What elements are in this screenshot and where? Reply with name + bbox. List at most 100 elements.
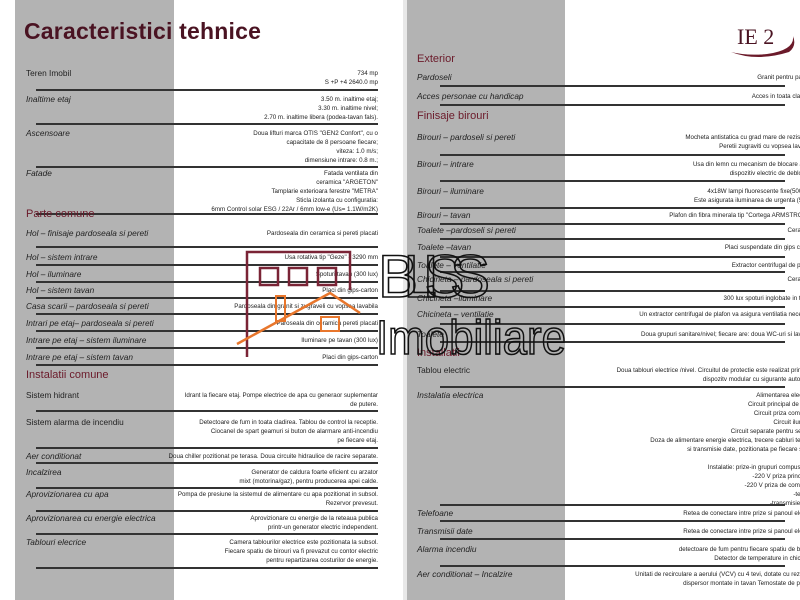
spec-value-line: Camera tablourilor electrice este poziti… [229, 539, 378, 546]
spec-value-line: pentru repartizarea costurilor de energi… [266, 557, 378, 564]
row-divider [440, 256, 785, 258]
spec-value: Idrant la fiecare etaj. Pompe electrice … [185, 391, 378, 409]
spec-value: Doua lifturi marca OTIS "GEN2 Confort", … [253, 129, 378, 165]
spec-value-line: S +P +4 2640.0 mp [324, 79, 378, 86]
section-heading: Installatii [417, 347, 460, 359]
spec-label: Sistem hidrant [26, 390, 80, 400]
spec-value-line: Circuit principal de priza [747, 401, 800, 408]
spec-value-line: Fiecare spatiu de birouri va fi prevazut… [224, 548, 378, 555]
spec-value: Extractor centrifugal de plafon [732, 261, 800, 270]
spec-value-line: detectoare de fum pentru fiecare spatiu … [678, 546, 800, 553]
spec-value-line: Paroseala din ceramica pereti placati [276, 320, 378, 327]
spec-value: 4x18W lampi fluorescente fixe(500 lux) Es… [694, 187, 800, 205]
spec-value-line: Doua chiller pozitionat pe terasa. Doua … [168, 453, 378, 460]
logo-text: IE 2 [737, 24, 774, 49]
spec-value-line: 6mm Control solar ESG / 22Ar / 6mm low-e… [211, 206, 378, 213]
spec-label: Birouri – iluminare [417, 186, 484, 196]
spec-value-line: pe fiecare etaj. [337, 437, 378, 444]
row-divider [36, 447, 378, 449]
spec-value-line: Mocheta antistatica cu grad mare de rezi… [685, 134, 800, 141]
section-heading: Instalatii comune [26, 369, 109, 381]
row-divider [36, 246, 378, 248]
row-divider [440, 180, 785, 182]
row-divider [440, 154, 785, 156]
row-divider [36, 510, 378, 512]
spec-value-line: Doua lifturi marca OTIS "GEN2 Confort", … [253, 130, 378, 137]
row-divider [36, 123, 378, 125]
spec-value: Ceramica [788, 275, 800, 284]
spec-value-line: Detector de temperature in chicineta [714, 555, 800, 562]
spec-value: Doua tablouri electrice /nivel. Circuitu… [617, 366, 800, 384]
spec-value: Granit pentru parcari [757, 73, 800, 82]
spec-value: Generator de caldura foarte eficient cu … [239, 468, 378, 486]
spec-value-line: Placi suspendate din gips carton [724, 244, 800, 251]
spec-label: Birouri – intrare [417, 159, 474, 169]
row-divider [440, 271, 785, 273]
spec-value-line: Circuit iluminat [773, 419, 800, 426]
row-divider [36, 462, 378, 464]
row-divider [36, 347, 378, 349]
spec-label: Toalete [417, 329, 444, 339]
spec-value: Placi suspendate din gips carton [725, 243, 800, 252]
spec-value-line: -220 V priza de computer [744, 482, 800, 489]
spec-label: Ascensoare [26, 128, 70, 138]
section-heading: Finisaje birouri [417, 110, 489, 122]
spec-value-line: -transmisie date [650, 499, 800, 508]
spec-value: Pardoseala din granit si zugraveli cu vo… [234, 302, 378, 311]
row-divider [36, 364, 378, 366]
row-divider [36, 213, 378, 215]
spec-value: 3.50 m. inaltime etaj; 3.30 m. inaltime n… [264, 95, 378, 122]
row-divider [440, 238, 785, 240]
spec-value: Ceramica [788, 226, 800, 235]
spec-value-line: 3.30 m. inaltime nivel; [318, 105, 378, 112]
spec-value: Pardoseala din ceramica si pereti placat… [267, 229, 378, 238]
spec-value: detectoare de fum pentru fiecare spatiu … [679, 545, 800, 563]
spec-value-line: Usa din lemn cu mecanism de blocare a us… [692, 161, 800, 168]
spec-value-line: Doza de alimentare energie electrica, tr… [650, 437, 800, 444]
spec-value: Retea de conectare intre prize si panoul… [683, 527, 800, 536]
spec-label: Hol – sistem intrare [26, 252, 98, 262]
spec-value-line: 3.50 m. inaltime etaj; [320, 96, 378, 103]
spec-value: Unitati de recirculare a aerului (VCV) c… [635, 570, 800, 588]
spec-value-line: 300 lux spoturi inglobate in tavan [723, 295, 800, 302]
page-divider [403, 0, 407, 600]
spec-value-line: -telefon [793, 491, 800, 498]
spec-value-line: Tamplarie exterioara ferestre "METRA" [271, 188, 378, 195]
spec-label: Aer conditionat [26, 451, 82, 461]
spec-label: Hol – finisaje pardoseala si pereti [26, 228, 149, 238]
spec-value-line: mixt (motorina/gaz), pentru producerea a… [239, 478, 378, 485]
row-divider [36, 89, 378, 91]
spec-value-line: Pardoseala din ceramica si pereti placat… [266, 230, 378, 237]
section-heading: Exterior [417, 53, 455, 65]
row-divider [440, 223, 785, 225]
spec-value: 734 mp S +P +4 2640.0 mp [325, 69, 378, 87]
row-divider [36, 297, 378, 299]
spec-label: Teren Imobil [26, 68, 72, 78]
spec-value-line: Aprovizionare cu energie de la reteaua p… [250, 515, 378, 522]
spec-value: Un extractor centrifugal de plafon va as… [639, 310, 800, 319]
row-divider [36, 166, 378, 168]
spec-value-line: Unitati de recirculare a aerului (VCV) c… [635, 571, 800, 578]
spec-label: Chicineta –iluminare [417, 293, 493, 303]
row-divider [440, 85, 785, 87]
spec-value-line: 734 mp [357, 70, 378, 77]
page-title: Caracteristici tehnice [24, 18, 262, 44]
row-divider [440, 538, 785, 540]
row-divider [36, 567, 378, 569]
spec-label: Aprovizionarea cu apa [26, 489, 109, 499]
spec-value-line: Alimentarea electrica [756, 392, 800, 399]
spec-value-line: Circuit separate pentru servicii [730, 428, 800, 435]
spec-value-line: Extractor centrifugal de plafon [731, 262, 800, 269]
spec-value: Fatada ventilata din ceramica "ARGETON" Ta… [211, 169, 378, 214]
spec-value-line: Instalatie: prize-in grupuri compuse din [707, 464, 800, 471]
spec-label: Chicineta – pardoseala si pereti [417, 274, 534, 284]
spec-value-line: Acces in toata cladirea [751, 93, 800, 100]
spec-value-line: Doua tablouri electrice /nivel. Circuitu… [616, 367, 800, 374]
spec-value-line: 2.70 m. inaltime libera (podea-tavan fal… [264, 114, 378, 121]
spec-value-line: printr-un generator electric independent… [267, 524, 378, 531]
spec-label: Chicineta – ventilatie [417, 309, 494, 319]
spec-label: Tablou electric [417, 365, 471, 375]
spec-value: Aprovizionare cu energie de la reteaua p… [250, 514, 378, 532]
section-heading: Parte comune [26, 208, 95, 220]
